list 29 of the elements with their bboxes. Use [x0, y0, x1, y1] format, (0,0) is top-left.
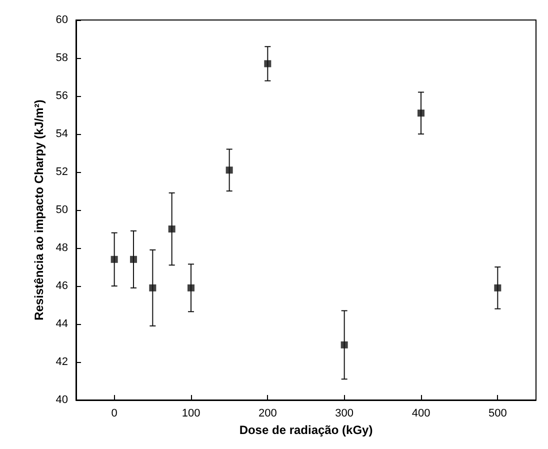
y-axis-title: Resistência ao impacto Charpy (kJ/m²)	[32, 100, 46, 320]
y-tick-label: 42	[56, 356, 68, 368]
x-tick-label: 0	[111, 408, 118, 420]
y-tick-label: 58	[56, 52, 68, 64]
point	[264, 60, 272, 68]
y-tick-label: 54	[56, 128, 68, 140]
x-tick-label: 400	[412, 408, 430, 420]
x-tick-label: 100	[182, 408, 200, 420]
x-axis-title: Dose de radiação (kGy)	[239, 423, 373, 437]
x-tick-label: 200	[258, 408, 277, 420]
point	[130, 256, 137, 263]
y-tick-label: 44	[56, 318, 68, 330]
y-tick-label: 46	[56, 280, 68, 292]
y-tick-label: 50	[56, 204, 68, 216]
y-tick-label: 40	[56, 394, 68, 406]
point	[226, 166, 233, 174]
point	[168, 226, 176, 232]
x-tick-label: 300	[335, 408, 354, 420]
y-tick-label: 48	[56, 242, 68, 254]
y-tick-label: 60	[56, 14, 68, 26]
point	[340, 341, 348, 348]
point	[188, 284, 194, 292]
y-tick-label: 52	[56, 166, 68, 178]
point	[149, 284, 156, 292]
point	[494, 284, 502, 292]
x-tick-label: 500	[488, 408, 507, 420]
y-tick-label: 56	[56, 90, 68, 102]
point	[110, 256, 118, 263]
point	[418, 110, 424, 117]
